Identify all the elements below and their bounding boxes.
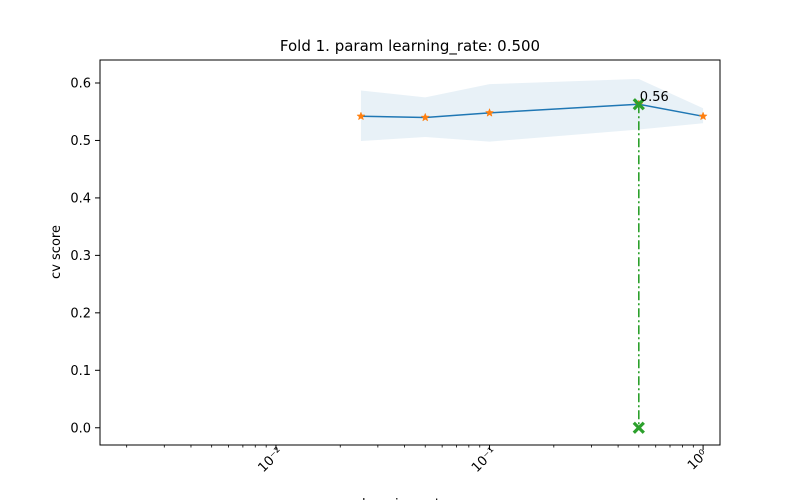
best-point-label: 0.56	[640, 90, 669, 105]
best-point-marker	[632, 98, 645, 111]
y-tick-label: 0.3	[70, 249, 91, 264]
y-tick-label: 0.6	[70, 76, 91, 91]
y-tick-label: 0.5	[70, 134, 91, 149]
y-tick-label: 0.2	[70, 306, 91, 321]
best-point-baseline-marker-stroke	[632, 421, 645, 434]
y-tick-label: 0.0	[70, 421, 91, 436]
x-axis-label: learning_rate	[362, 497, 448, 500]
data-point	[420, 112, 430, 122]
y-tick-label: 0.1	[70, 364, 91, 379]
plot-area: 0.56	[356, 78, 708, 434]
y-tick-label: 0.4	[70, 191, 91, 206]
best-point-baseline-marker	[632, 421, 645, 434]
chart-title: Fold 1. param learning_rate: 0.500	[280, 37, 540, 56]
best-point-marker-stroke	[632, 98, 645, 111]
y-axis-label: cv score	[49, 225, 64, 279]
data-point	[484, 107, 495, 117]
data-point	[698, 111, 708, 121]
axes-frame	[99, 59, 721, 446]
data-point	[356, 111, 366, 121]
